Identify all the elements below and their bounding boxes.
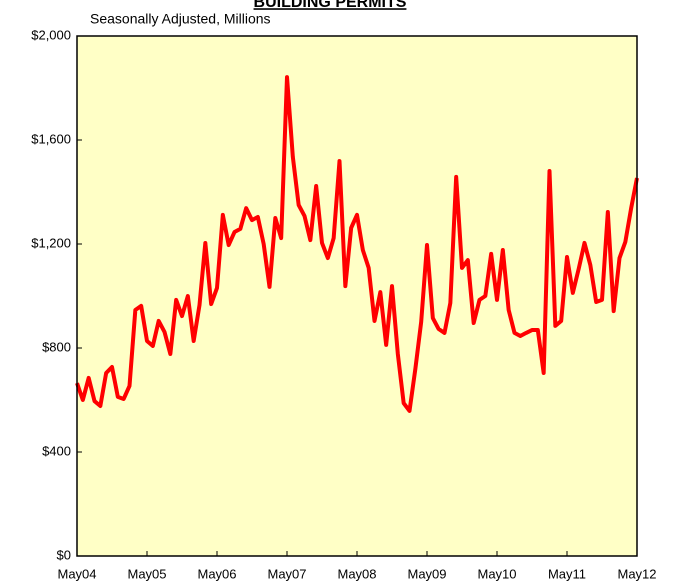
x-tick-label: May06 — [197, 566, 236, 581]
x-tick-label: May04 — [57, 566, 96, 581]
x-tick-label: May11 — [548, 566, 586, 581]
y-tick-label: $1,600 — [31, 131, 71, 146]
y-tick-label: $0 — [57, 547, 71, 562]
plot-border — [76, 35, 638, 557]
x-tick-label: May10 — [477, 566, 516, 581]
plot-area — [77, 36, 637, 556]
x-tick-label: May05 — [127, 566, 166, 581]
data-line — [75, 75, 639, 413]
x-tick-label: May08 — [337, 566, 376, 581]
chart-subtitle: Seasonally Adjusted, Millions — [90, 11, 271, 27]
y-tick-label: $2,000 — [31, 27, 71, 42]
y-tick-label: $400 — [42, 443, 71, 458]
x-tick-label: May12 — [617, 566, 656, 581]
y-tick-label: $800 — [42, 339, 71, 354]
x-tick-label: May07 — [267, 566, 306, 581]
chart-title: BUILDING PERMITS — [254, 0, 407, 11]
y-tick-label: $1,200 — [31, 235, 71, 250]
x-tick-label: May09 — [407, 566, 446, 581]
